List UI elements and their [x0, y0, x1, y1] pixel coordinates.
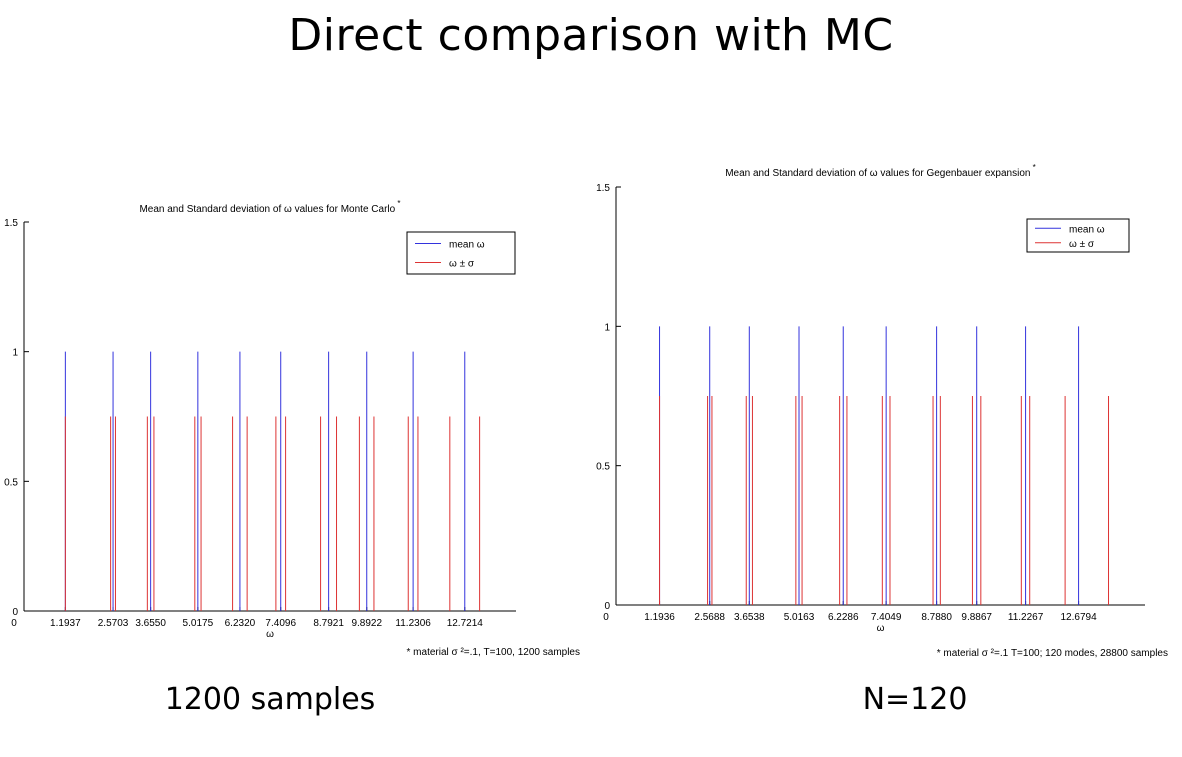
caption-right: N=120 [862, 682, 968, 717]
slide-title: Direct comparison with MC [288, 10, 894, 61]
legend-entry: ω ± σ [1069, 239, 1095, 250]
x-axis-label: ω [877, 623, 885, 634]
title-mark: * [395, 199, 400, 208]
y-tick-label: 1.5 [4, 218, 18, 229]
y-tick-label: 0 [604, 601, 610, 612]
x-tick-label: 9.8867 [961, 612, 992, 623]
x-tick-label: 8.7880 [921, 612, 952, 623]
x-tick-label: 6.2320 [225, 618, 256, 629]
x-tick-label: 6.2286 [828, 612, 859, 623]
x-tick-label: 7.4096 [265, 618, 296, 629]
caption-left: 1200 samples [164, 682, 376, 717]
x-axis-label: ω [266, 629, 274, 640]
y-tick-label: 0 [12, 607, 18, 618]
chart-footnote: * material σ ²=.1, T=100, 1200 samples [407, 647, 580, 658]
chart-title: Mean and Standard deviation of ω values … [725, 163, 1036, 179]
legend-box [1026, 218, 1130, 253]
legend-entry: mean ω [449, 240, 485, 251]
x-tick-label: 8.7921 [313, 618, 344, 629]
legend-entry: mean ω [1069, 224, 1105, 235]
x-tick-label: 7.4049 [871, 612, 902, 623]
x-tick-label: 1.1937 [50, 618, 81, 629]
legend-box [406, 231, 516, 275]
x-tick-label: 1.1936 [644, 612, 675, 623]
x-tick-label: 0 [603, 612, 609, 623]
y-tick-label: 0.5 [596, 462, 610, 473]
y-tick-label: 0.5 [4, 477, 18, 488]
legend-entry: ω ± σ [449, 259, 475, 270]
chart-footnote: * material σ ²=.1 T=100; 120 modes, 2880… [937, 648, 1168, 659]
x-tick-label: 2.5688 [694, 612, 725, 623]
y-tick-label: 1.5 [596, 183, 610, 194]
x-tick-label: 11.2306 [395, 618, 431, 629]
x-tick-label: 5.0163 [784, 612, 815, 623]
y-tick-label: 1 [12, 348, 18, 359]
x-tick-label: 0 [11, 618, 17, 629]
x-tick-label: 3.6538 [734, 612, 765, 623]
x-tick-label: 5.0175 [183, 618, 214, 629]
x-tick-label: 9.8922 [351, 618, 382, 629]
x-tick-label: 12.6794 [1061, 612, 1098, 623]
x-tick-label: 3.6550 [135, 618, 166, 629]
title-mark: * [1030, 163, 1035, 172]
x-tick-label: 11.2267 [1008, 612, 1044, 623]
x-tick-label: 2.5703 [98, 618, 129, 629]
y-tick-label: 1 [604, 322, 610, 333]
x-tick-label: 12.7214 [447, 618, 484, 629]
